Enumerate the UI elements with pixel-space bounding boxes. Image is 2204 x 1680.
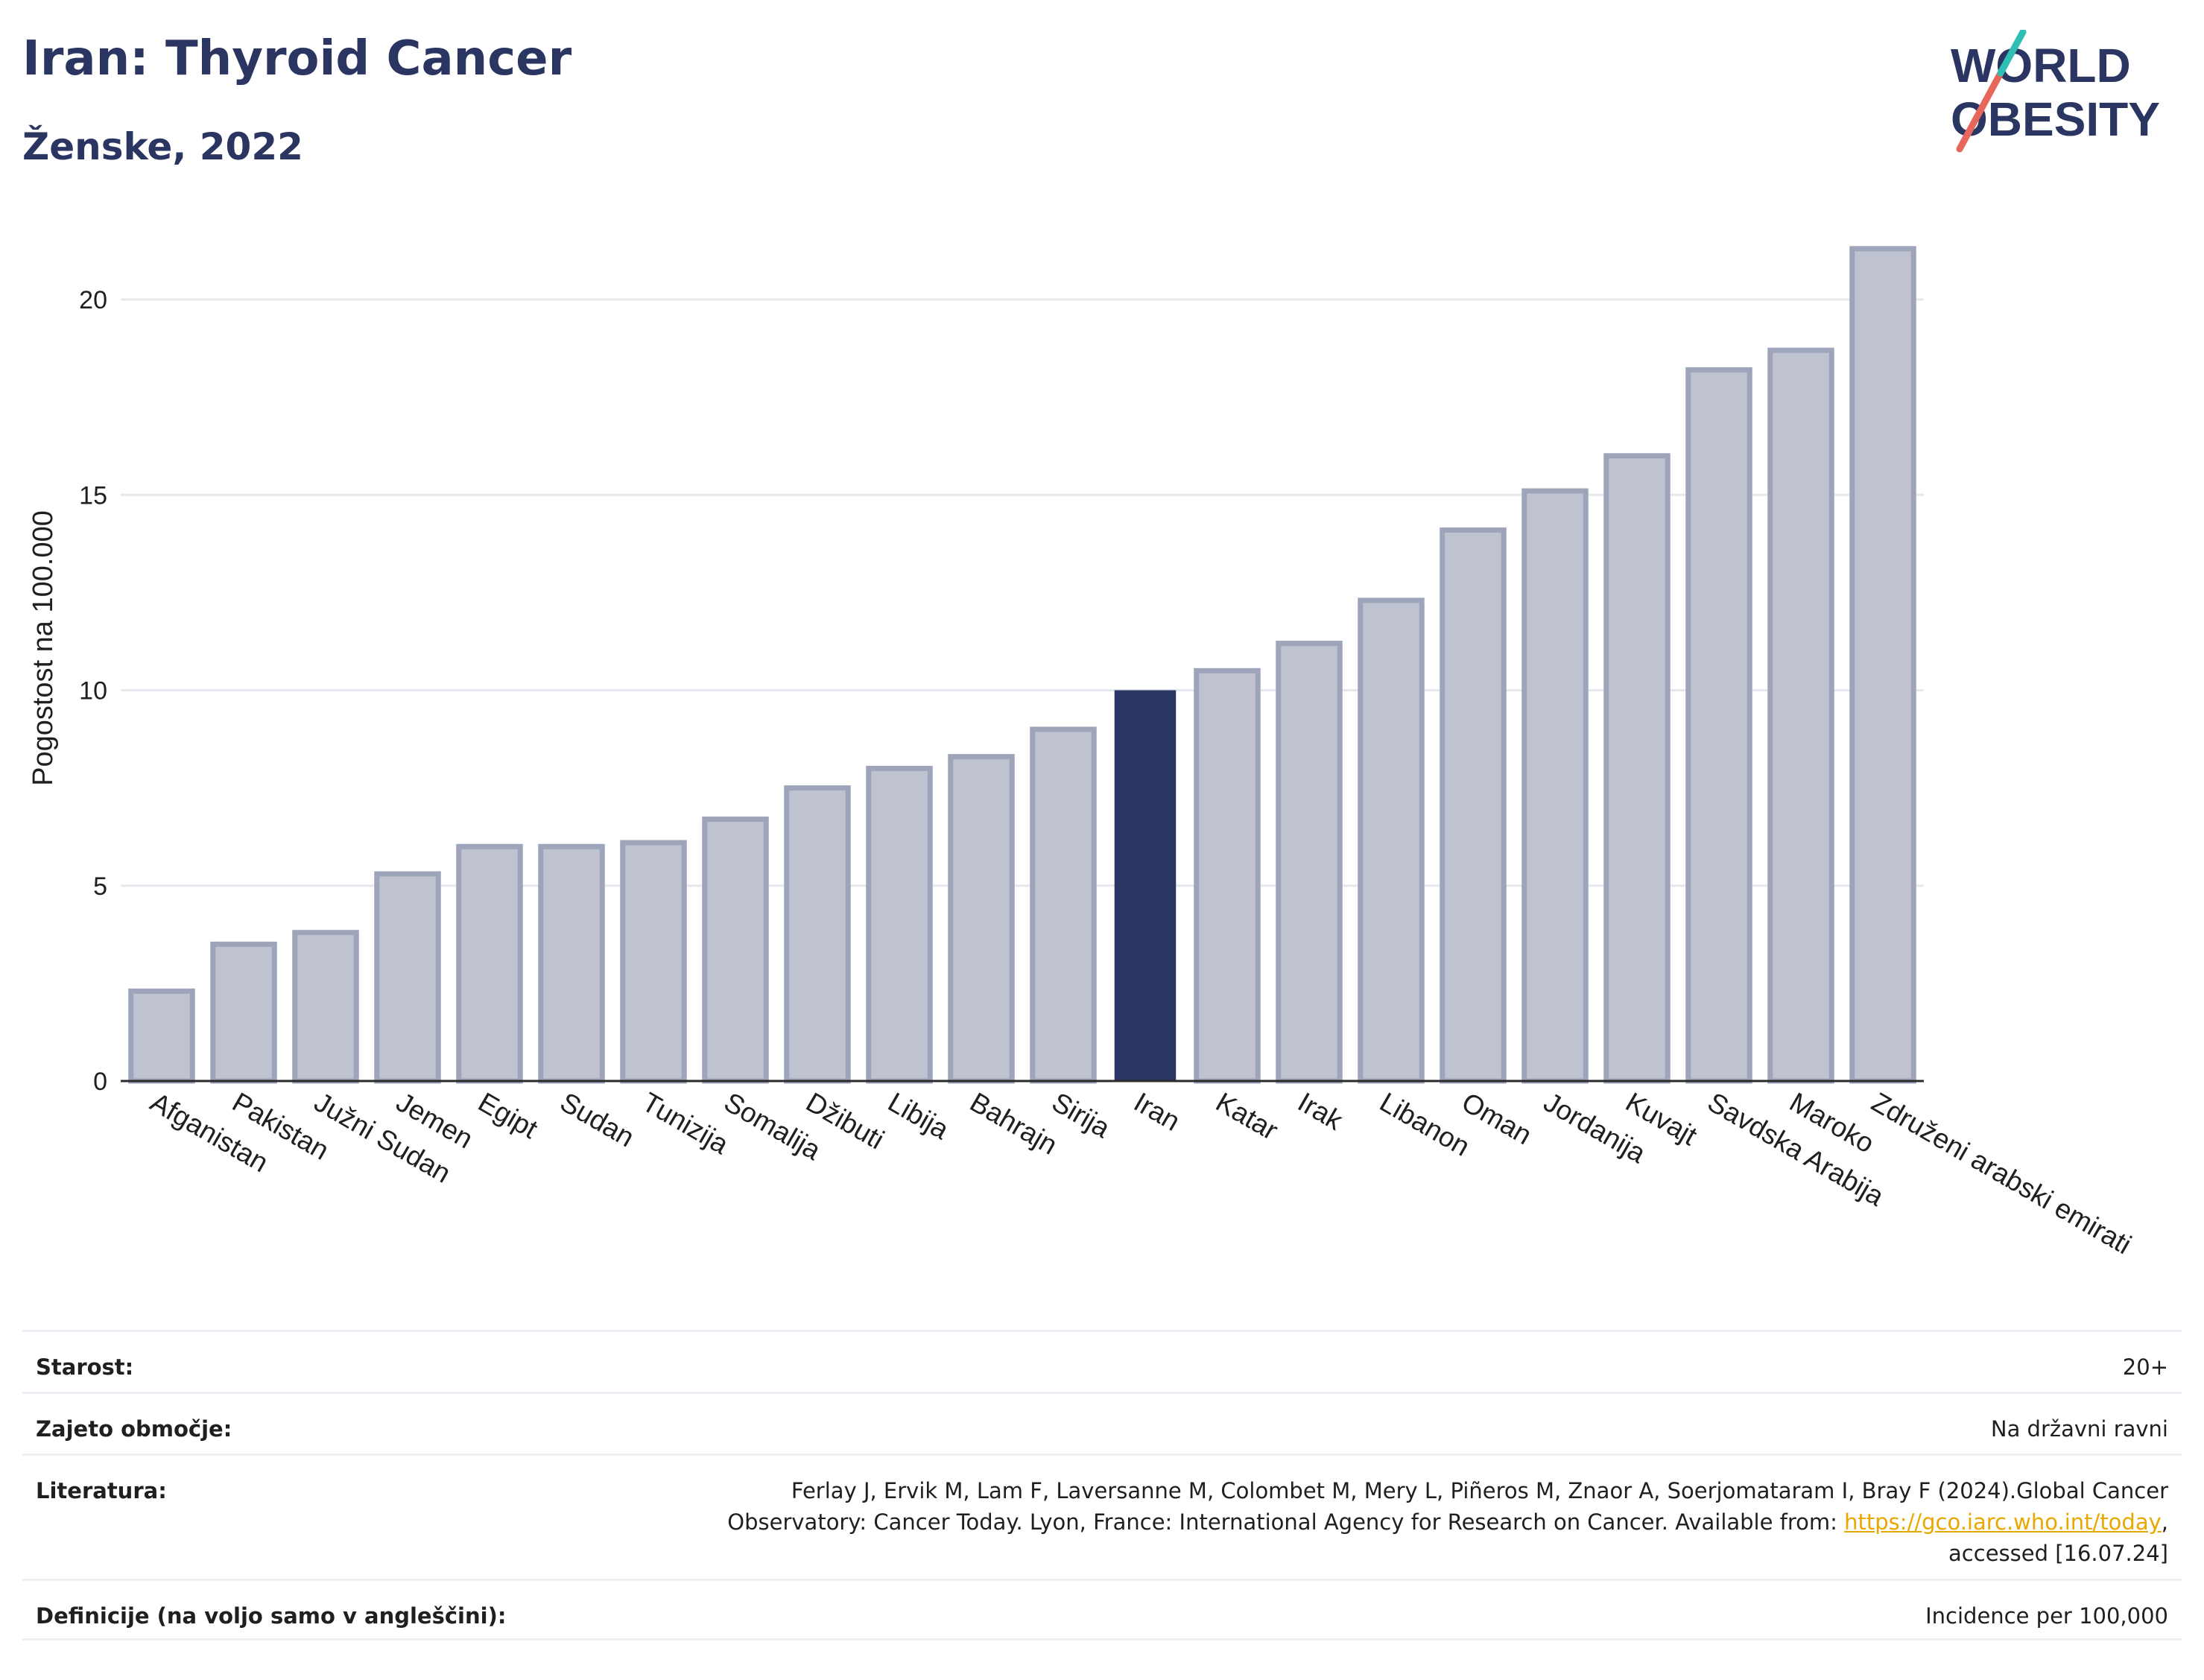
y-tick-label: 10 [79,677,107,706]
world-obesity-logo: WORLD OBESITY [1951,30,2160,153]
bar [456,843,523,1084]
coverage-value: Na državni ravni [1990,1416,2168,1442]
x-tick-label: Katar [1211,1086,1283,1146]
bar [866,765,933,1084]
x-tick-label: Egipt [473,1086,543,1144]
literature-text-4: accessed [16.07.24] [1948,1541,2168,1567]
y-axis-label: Pogostost na 100.000 [28,510,59,786]
bar [1358,597,1425,1084]
bar-highlight [1114,690,1177,1081]
bar [210,941,277,1084]
x-tick-label: Libija [883,1086,954,1145]
definitions-row: Definicije (na voljo samo v angleščini):… [22,1579,2182,1641]
bar [620,840,687,1084]
age-label: Starost: [36,1354,134,1380]
x-tick-label: Združeni arabski emirati [1866,1086,2136,1260]
literature-text-3: , [2161,1509,2168,1535]
bar [1603,453,1671,1084]
x-tick-label: Irak [1293,1086,1348,1136]
coverage-row: Zajeto območje: Na državni ravni [22,1392,2182,1454]
bar [1521,488,1589,1084]
y-tick-labels: 0 5 10 15 20 [79,286,107,1096]
literature-label: Literatura: [36,1478,167,1503]
x-tick-label: Libanon [1375,1086,1475,1161]
x-tick-label: Bahrajn [965,1086,1063,1160]
bar [374,871,441,1084]
literature-row: Literatura: Ferlay J, Ervik M, Lam F, La… [22,1454,2182,1579]
definitions-value: Incidence per 100,000 [1925,1603,2168,1629]
definitions-label: Definicije (na voljo samo v angleščini): [36,1603,507,1629]
age-value: 20+ [2122,1354,2168,1380]
bar [1685,367,1752,1084]
bar [784,785,851,1084]
y-tick-label: 0 [93,1068,107,1096]
bar [1276,641,1343,1084]
coverage-label: Zajeto območje: [36,1416,232,1442]
literature-text-2: Observatory: Cancer Today. Lyon, France:… [727,1509,1845,1535]
x-tick-label: Sudan [555,1086,639,1153]
y-tick-label: 5 [93,872,107,901]
age-row: Starost: 20+ [22,1330,2182,1392]
bar [1440,527,1507,1084]
x-tick-label: Tunizija [637,1086,734,1160]
bars [128,246,1916,1084]
bar [292,930,359,1084]
y-tick-label: 20 [79,286,107,314]
metadata-table: Starost: 20+ Zajeto območje: Na državni … [22,1330,2182,1641]
literature-value: Ferlay J, Ervik M, Lam F, Laversanne M, … [727,1475,2168,1569]
source-link[interactable]: https://gco.iarc.who.int/today [1844,1509,2162,1535]
bar [1194,668,1261,1084]
bar [1767,347,1834,1084]
bar [1849,246,1916,1084]
x-tick-label: Iran [1129,1086,1185,1136]
literature-text-1: Ferlay J, Ervik M, Lam F, Laversanne M, … [791,1478,2168,1503]
logo-slash-teal [1997,30,2027,77]
bar [702,817,769,1084]
bar [128,988,195,1084]
bar [948,754,1015,1084]
page-subtitle: Ženske, 2022 [22,125,303,168]
logo-line1: WORLD [1951,39,2131,92]
bar [1030,726,1097,1084]
logo-slash-red [1956,69,2004,153]
y-tick-label: 15 [79,481,107,510]
bar [538,843,605,1084]
page-title: Iran: Thyroid Cancer [22,31,572,86]
